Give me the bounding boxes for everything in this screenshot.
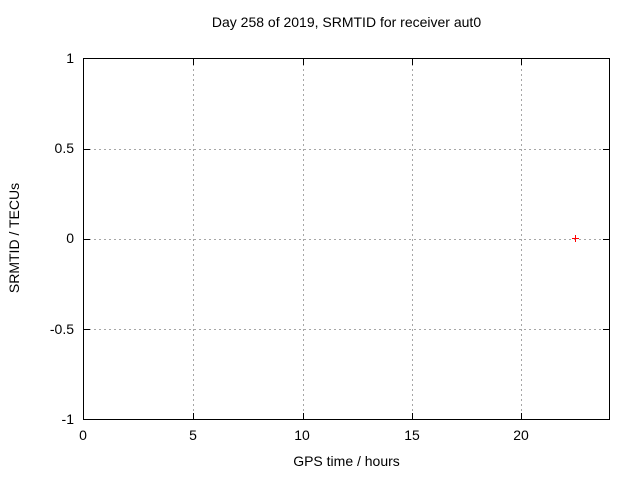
tick-mark <box>603 329 609 330</box>
tick-mark <box>302 59 304 65</box>
tick-mark <box>84 239 90 240</box>
tick-mark <box>84 149 90 150</box>
tick-mark <box>521 59 523 65</box>
y-axis-label: SRMTID / TECUs <box>6 182 22 294</box>
tick-mark <box>412 59 414 65</box>
y-tick-label: -0.5 <box>49 321 74 337</box>
x-tick-label: 10 <box>294 427 310 443</box>
tick-mark <box>603 149 609 150</box>
tick-mark <box>193 59 195 65</box>
tick-mark <box>193 413 195 419</box>
y-tick-label: 0.5 <box>54 140 74 156</box>
y-tick-label: -1 <box>61 411 74 427</box>
x-tick-label: 20 <box>513 427 529 443</box>
gridline-ym0p5 <box>84 329 609 330</box>
x-tick-label: 0 <box>79 427 87 443</box>
tick-mark <box>84 329 90 330</box>
x-axis-label: GPS time / hours <box>293 453 400 469</box>
gridline-y0 <box>84 239 609 240</box>
tick-mark <box>521 413 523 419</box>
gridline-y0p5 <box>84 149 609 150</box>
x-tick-label: 5 <box>189 427 197 443</box>
chart-title: Day 258 of 2019, SRMTID for receiver aut… <box>211 14 482 30</box>
data-point-marker <box>572 235 579 242</box>
y-tick-label: 1 <box>66 50 74 66</box>
y-tick-label: 0 <box>66 230 74 246</box>
plus-icon <box>575 235 576 242</box>
tick-mark <box>302 413 304 419</box>
plot-area <box>83 58 610 420</box>
tick-mark <box>603 239 609 240</box>
x-tick-label: 15 <box>404 427 420 443</box>
tick-mark <box>412 413 414 419</box>
